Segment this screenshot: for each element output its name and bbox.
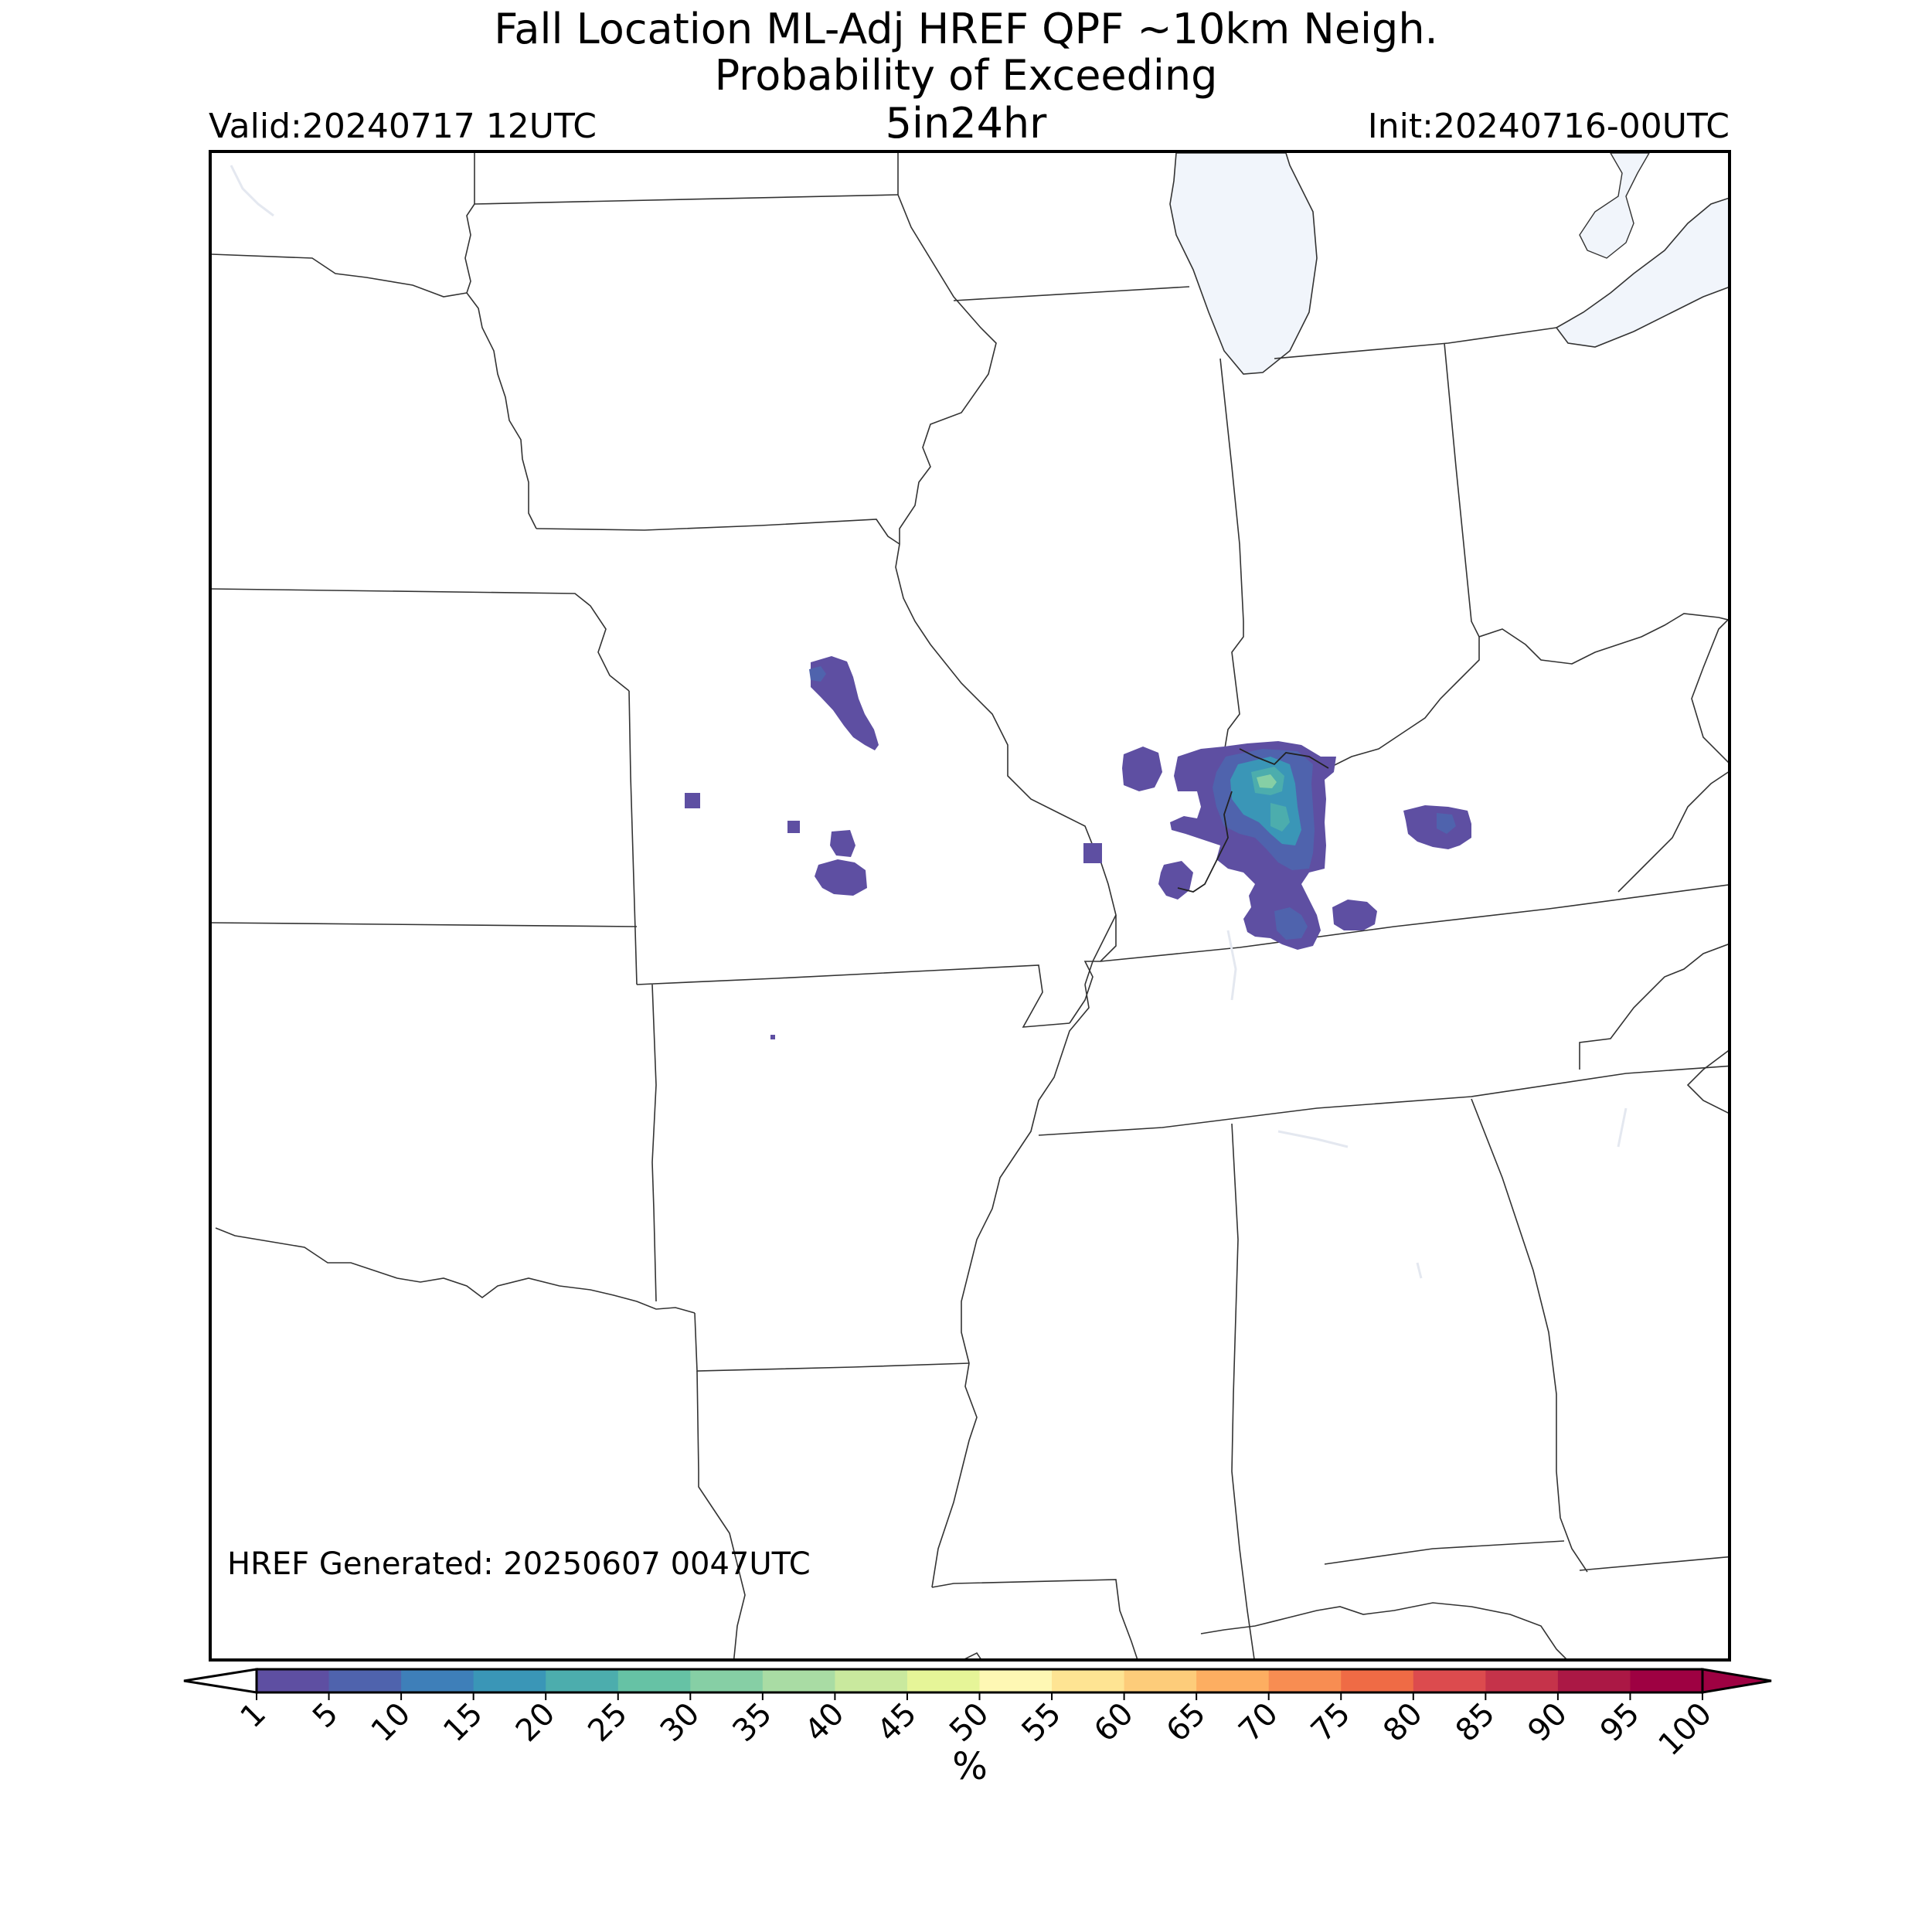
colorbar-swatch bbox=[835, 1669, 908, 1692]
colorbar-tick-label: 90 bbox=[1521, 1696, 1574, 1750]
colorbar-swatch bbox=[1268, 1669, 1342, 1692]
map-title: Fall Location ML-Adj HREF QPF ~10km Neig… bbox=[494, 5, 1438, 53]
valid-time: Valid:20240717 12UTC bbox=[209, 107, 597, 146]
generated-timestamp: HREF Generated: 20250607 0047UTC bbox=[227, 1546, 811, 1582]
colorbar-swatch bbox=[1196, 1669, 1270, 1692]
colorbar-tick-label: 25 bbox=[581, 1696, 634, 1750]
state-borders bbox=[212, 153, 1728, 1658]
colorbar-swatch bbox=[473, 1669, 546, 1692]
colorbar-tick-label: 45 bbox=[870, 1696, 923, 1750]
colorbar-tick-label: 75 bbox=[1304, 1696, 1358, 1750]
threshold-label: 5in24hr bbox=[885, 99, 1047, 148]
map-panel: HREF Generated: 20250607 0047UTC bbox=[209, 150, 1731, 1662]
colorbar-swatch bbox=[690, 1669, 764, 1692]
lake-st-clair bbox=[1579, 153, 1650, 259]
map-subtitle: Probability of Exceeding bbox=[714, 51, 1218, 100]
colorbar-swatch bbox=[1052, 1669, 1125, 1692]
colorbar-tick-label: 1 bbox=[234, 1696, 274, 1736]
colorbar-unit: % bbox=[952, 1745, 988, 1788]
colorbar-tick-label: 10 bbox=[365, 1696, 418, 1750]
water-features bbox=[230, 165, 1628, 1279]
colorbar-swatch bbox=[1630, 1669, 1703, 1692]
colorbar-tick-label: 95 bbox=[1594, 1696, 1647, 1750]
colorbar-tick-label: 20 bbox=[509, 1696, 563, 1750]
colorbar-tick-label: 30 bbox=[654, 1696, 707, 1750]
colorbar-tick-label: 55 bbox=[1015, 1696, 1069, 1750]
colorbar-tick-label: 50 bbox=[943, 1696, 996, 1750]
colorbar-swatch bbox=[257, 1669, 330, 1692]
colorbar-tick-label: 5 bbox=[306, 1696, 345, 1736]
colorbar-swatch bbox=[906, 1669, 980, 1692]
init-time: Init:20240716-00UTC bbox=[1367, 107, 1730, 146]
colorbar-over-extension bbox=[1701, 1668, 1772, 1694]
colorbar-tick-label: 70 bbox=[1232, 1696, 1285, 1750]
colorbar-swatch bbox=[328, 1669, 402, 1692]
colorbar-swatch bbox=[762, 1669, 835, 1692]
colorbar-swatch bbox=[1413, 1669, 1486, 1692]
colorbar-tick-label: 35 bbox=[726, 1696, 779, 1750]
colorbar-swatch bbox=[546, 1669, 619, 1692]
map-canvas bbox=[212, 153, 1728, 1658]
colorbar-tick-label: 15 bbox=[437, 1696, 490, 1750]
colorbar-swatch bbox=[401, 1669, 474, 1692]
colorbar-tick-label: 60 bbox=[1087, 1696, 1141, 1750]
river-overlay bbox=[1177, 748, 1329, 893]
colorbar-swatch bbox=[1124, 1669, 1197, 1692]
colorbar-swatch bbox=[617, 1669, 691, 1692]
colorbar-under-extension bbox=[183, 1668, 258, 1694]
colorbar-tick-label: 80 bbox=[1376, 1696, 1430, 1750]
probability-field bbox=[685, 656, 1471, 1039]
colorbar-swatch bbox=[1557, 1669, 1631, 1692]
colorbar-swatch bbox=[1341, 1669, 1414, 1692]
lake-michigan bbox=[1169, 153, 1318, 375]
colorbar-swatch bbox=[979, 1669, 1053, 1692]
colorbar-tick-label: 85 bbox=[1449, 1696, 1502, 1750]
colorbar-tick-label: 40 bbox=[798, 1696, 852, 1750]
colorbar-tick-label: 65 bbox=[1160, 1696, 1213, 1750]
colorbar-swatch bbox=[1485, 1669, 1559, 1692]
